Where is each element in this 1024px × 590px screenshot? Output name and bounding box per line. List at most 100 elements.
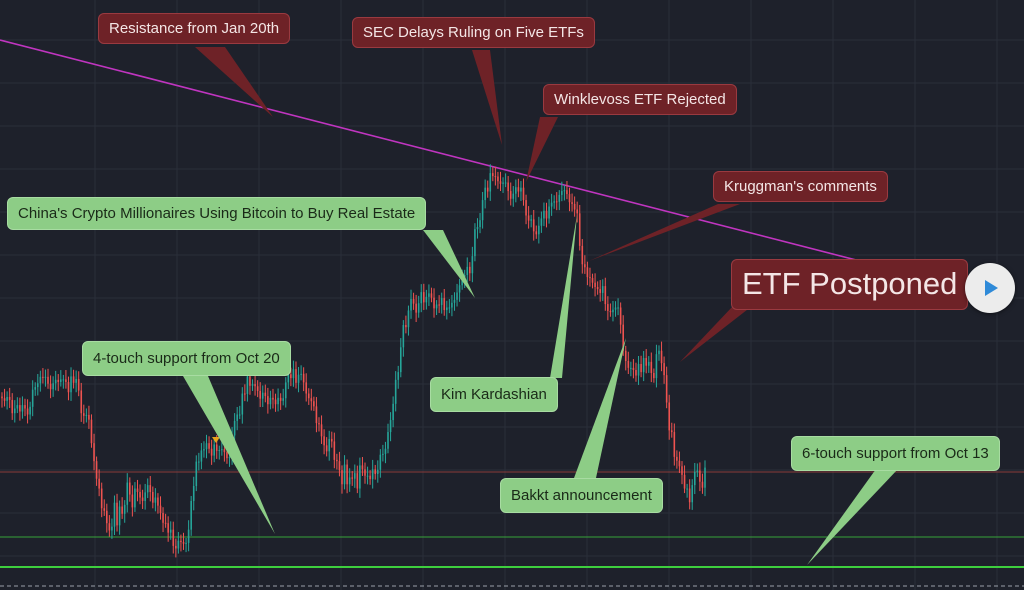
signal-marker [212,437,220,443]
candle-body [632,367,635,370]
candle [647,356,650,373]
candle-body [215,444,218,451]
candle [256,380,259,398]
candle-body [499,181,502,184]
candle-body [683,474,686,489]
candle [180,534,182,552]
candle [254,374,256,396]
candle [190,495,192,536]
candle [704,460,706,497]
candle [218,445,221,460]
candle [443,289,446,316]
candle-body [512,193,515,199]
candle [688,479,691,510]
annotation-pointers [183,47,898,565]
candle-body [185,542,187,544]
candle-body [70,376,72,393]
candle [435,300,438,316]
candle [612,300,614,322]
candle [241,387,244,424]
candle-body [146,485,149,493]
candle-body [474,229,476,257]
candle-body [642,358,645,373]
candle [509,182,512,206]
candle-body [134,488,136,508]
candle-body [292,369,295,379]
candle-body [149,485,152,492]
candle-body [300,373,302,375]
candle-body [210,448,213,456]
candle-body [154,497,157,503]
candle [389,412,392,442]
candle [244,384,246,402]
play-button[interactable] [965,263,1015,313]
candle [417,295,420,318]
candle-body [497,176,499,182]
candle-body [517,187,520,192]
candle-body [353,473,356,479]
candle-body [548,206,550,219]
candle [364,462,366,484]
candle-body [13,408,16,414]
candle-body [601,286,604,293]
candle [149,476,152,502]
candle-body [290,374,292,379]
candle-body [594,282,596,287]
candle-body [213,444,215,456]
candle [187,520,190,552]
candle-body [284,382,287,399]
candle-body [256,386,259,391]
candle-body [3,398,6,401]
candle-body [72,376,75,383]
candle-body [479,220,481,228]
candle [111,518,113,539]
candle-body [668,402,671,431]
candle [502,177,504,193]
candle [699,462,701,492]
candle-body [438,304,440,306]
candle [192,476,195,511]
candle-body [85,414,88,416]
candle-body [348,477,351,485]
candle-body [696,470,699,472]
candle-body [157,497,159,506]
candle [348,468,351,492]
candle [397,365,400,389]
candle [49,375,52,399]
candle [95,456,98,486]
candle [172,521,175,554]
candle-body [622,324,624,351]
candle-body [609,310,612,313]
candle [494,166,497,186]
candle-body [553,201,555,203]
candle [614,301,617,317]
candle [146,478,149,499]
candle-body [704,467,706,488]
candle [476,218,479,239]
candle [195,455,198,492]
candle-body [88,414,90,420]
candle [515,179,517,203]
candle [512,186,515,207]
candle-body [93,443,95,462]
candle-body [578,213,581,246]
candle [584,255,586,274]
candle-body [515,187,517,194]
candle-body [24,405,26,409]
candle [70,367,72,401]
candle [98,469,100,497]
candle-body [98,478,100,489]
candle [47,368,49,389]
candle-body [57,379,60,382]
candle-body [77,378,80,391]
candle-body [428,293,430,297]
candle [410,289,412,319]
candle-body [701,481,704,488]
candle-body [167,523,169,533]
candle-body [333,441,336,460]
candle-body [221,449,223,451]
candle-body [323,436,325,446]
pointer-support-oct20 [183,376,275,534]
candle [571,193,573,212]
callout-kruggman: Kruggman's comments [713,171,888,202]
